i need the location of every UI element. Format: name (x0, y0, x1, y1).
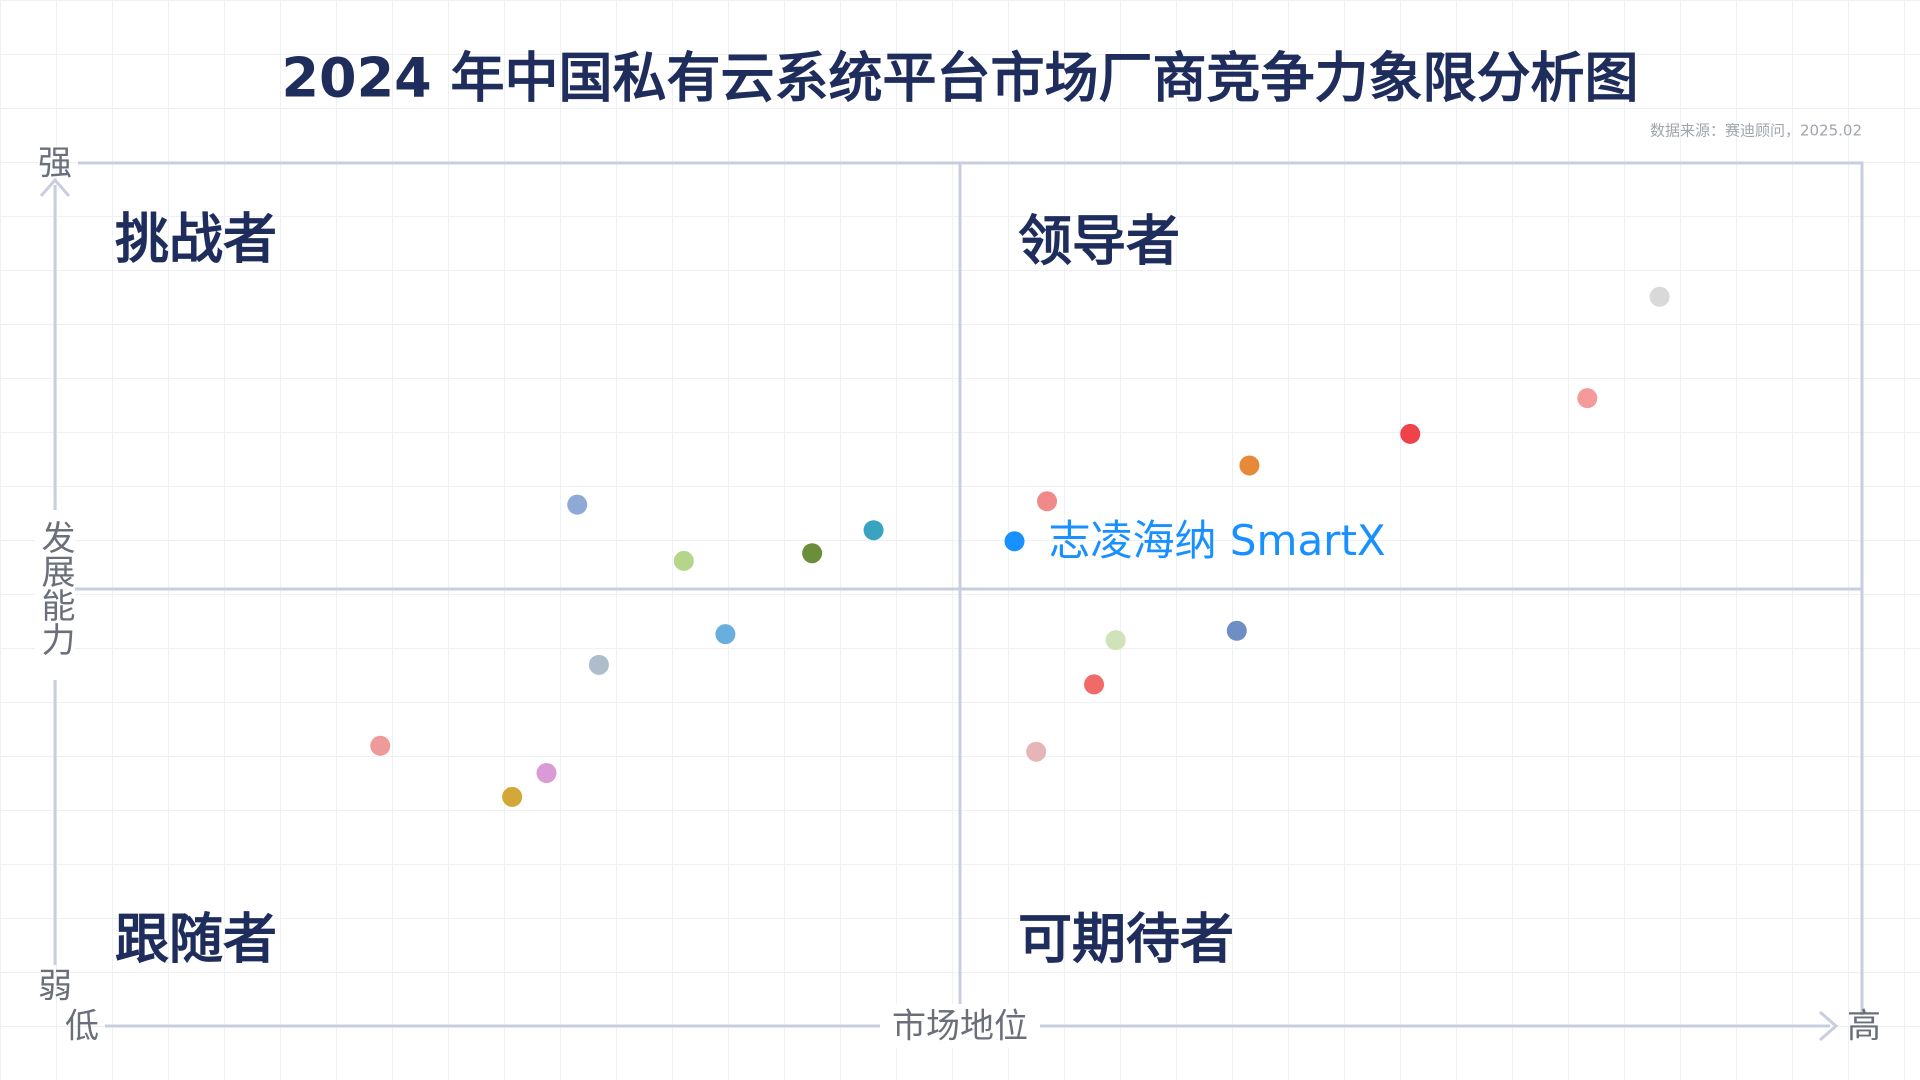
point (715, 624, 736, 645)
x-low-label: 低 (65, 1007, 99, 1047)
label-bg (880, 1004, 1040, 1048)
point-label: 志凌海纳 SmartX (1049, 516, 1386, 565)
point (1004, 531, 1025, 552)
label-bg (35, 510, 75, 680)
point (1084, 674, 1105, 695)
x-axis-label: 市场地位 (892, 1007, 1028, 1047)
point (1400, 423, 1421, 444)
point (1226, 620, 1247, 641)
point (1026, 741, 1047, 762)
y-axis-label: 发展能力 (35, 520, 75, 656)
y-arrow (39, 177, 71, 197)
point (1577, 388, 1598, 409)
point (1649, 286, 1670, 307)
source: 数据来源：赛迪顾问，2025.02 (1650, 122, 1862, 140)
quadrant-label: 挑战者 (115, 208, 277, 271)
point (863, 520, 884, 541)
chart-title: 2024 年中国私有云系统平台市场厂商竞争力象限分析图 (281, 47, 1638, 110)
point (502, 786, 523, 807)
point (802, 543, 823, 564)
y-high-label: 强 (38, 144, 72, 184)
y-low-label: 弱 (38, 967, 72, 1007)
x-high-label: 高 (1847, 1007, 1881, 1047)
point (673, 550, 694, 571)
quadrant-label: 跟随者 (115, 908, 277, 971)
point (536, 763, 557, 784)
quadrant-label: 可期待者 (1018, 908, 1234, 971)
frame (35, 161, 1864, 1048)
x-arrow (1819, 1010, 1839, 1042)
frame-line (78, 161, 1864, 1015)
point (588, 654, 609, 675)
quadrant-label: 领导者 (1018, 210, 1180, 273)
point (370, 735, 391, 756)
point (1037, 491, 1058, 512)
point (1239, 455, 1260, 476)
point (567, 494, 588, 515)
point (1105, 630, 1126, 651)
